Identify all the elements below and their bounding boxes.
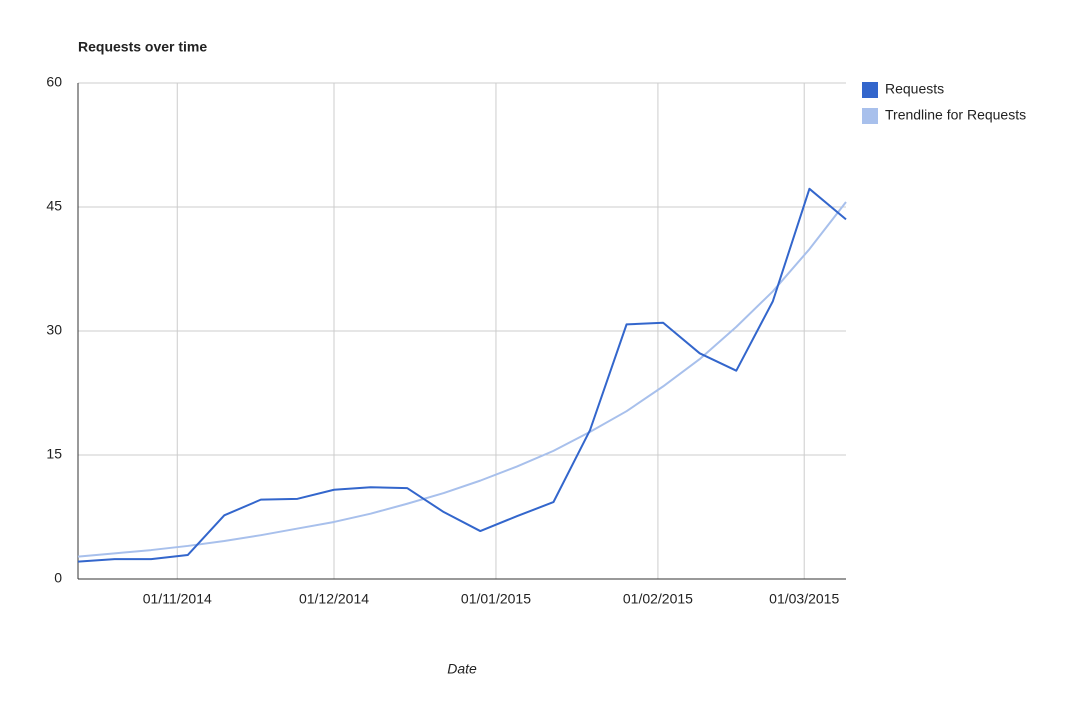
y-tick-label: 30 [46,322,62,338]
series-line [77,201,847,558]
legend-label: Trendline for Requests [885,107,1026,123]
x-axis-title: Date [447,661,477,677]
y-tick-label: 0 [54,570,62,586]
x-tick-label: 01/01/2015 [461,591,531,607]
y-tick-label: 60 [46,74,62,90]
x-tick-label: 01/11/2014 [143,591,212,607]
series-line [77,187,847,563]
x-tick-label: 01/02/2015 [623,591,693,607]
y-tick-label: 15 [46,446,62,462]
x-tick-label: 01/12/2014 [299,591,369,607]
chart-title: Requests over time [78,39,207,55]
x-tick-label: 01/03/2015 [769,591,839,607]
legend-label: Requests [885,81,944,97]
y-tick-label: 45 [46,198,62,214]
legend-swatch [862,108,878,124]
legend-swatch [862,82,878,98]
